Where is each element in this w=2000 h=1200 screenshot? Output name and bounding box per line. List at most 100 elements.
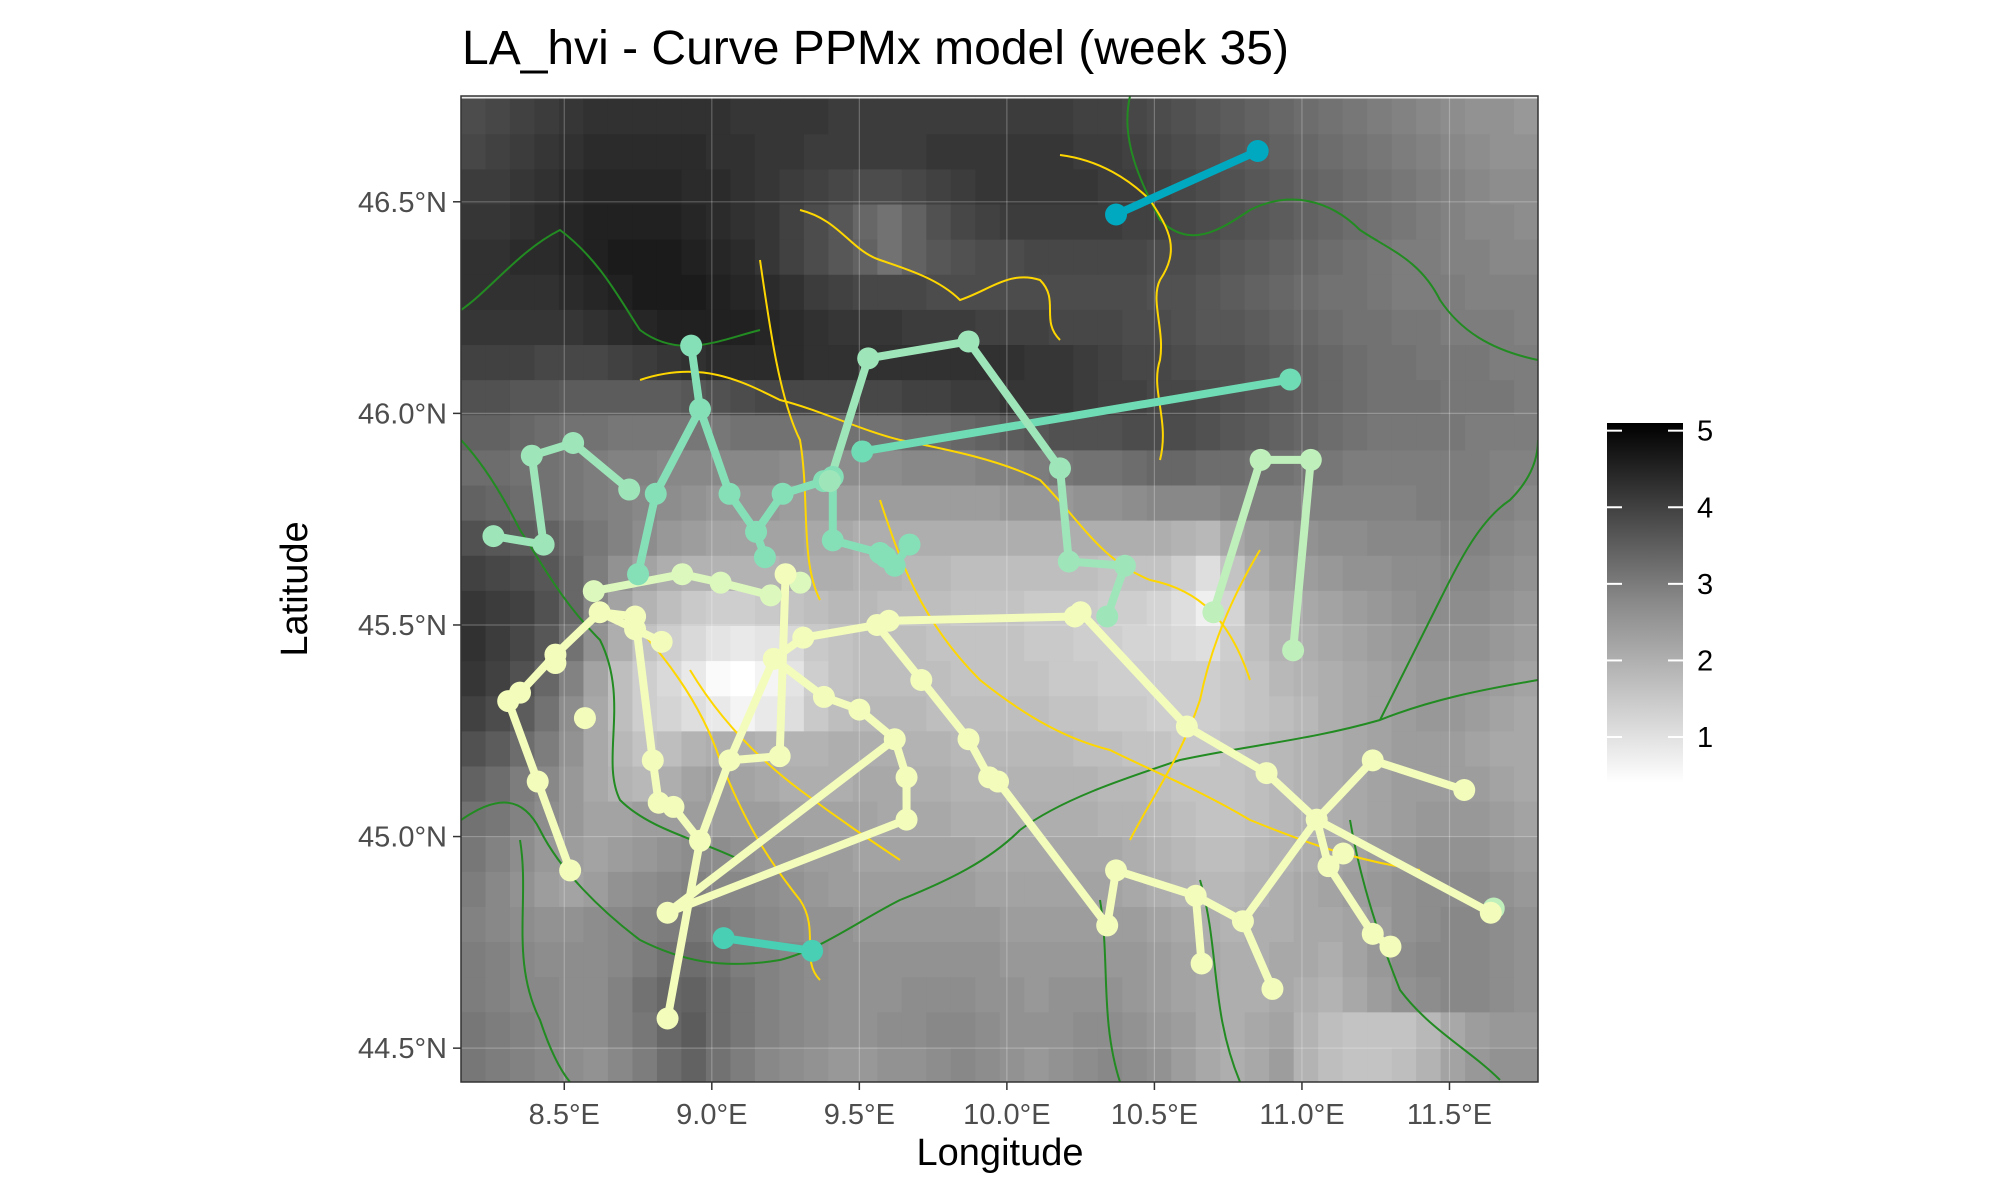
raster-cell — [485, 133, 511, 170]
raster-cell — [901, 449, 927, 486]
raster-cell — [1440, 695, 1466, 732]
raster-cell — [1342, 1011, 1368, 1048]
raster-cell — [852, 309, 878, 346]
raster-cell — [1048, 203, 1074, 240]
raster-cell — [1220, 976, 1246, 1013]
raster-cell — [1146, 836, 1172, 872]
raster-cell — [485, 590, 511, 626]
raster-cell — [461, 590, 487, 626]
raster-cell — [1146, 449, 1172, 486]
raster-cell — [1073, 660, 1099, 697]
raster-cell — [730, 1046, 756, 1082]
raster-cell — [485, 203, 511, 240]
raster-cell — [583, 274, 609, 310]
raster-cell — [534, 871, 560, 907]
raster-cell — [950, 239, 976, 275]
raster-cell — [926, 309, 952, 346]
raster-cell — [828, 98, 854, 135]
raster-cell — [926, 98, 952, 135]
raster-cell — [803, 168, 829, 205]
raster-cell — [926, 520, 952, 556]
colorbar-legend: 1 2 3 4 5 — [1607, 416, 1713, 783]
raster-cell — [877, 660, 903, 697]
raster-cell — [1465, 1011, 1491, 1048]
raster-cell — [1514, 765, 1538, 802]
raster-cell — [583, 976, 609, 1013]
raster-cell — [730, 168, 756, 205]
raster-cell — [1146, 520, 1172, 556]
raster-cell — [1269, 941, 1295, 978]
raster-cell — [509, 309, 536, 346]
colorbar-tick-label: 4 — [1697, 492, 1713, 524]
raster-cell — [681, 98, 707, 135]
cluster-8-point — [1231, 910, 1254, 933]
cluster-8-point — [1453, 779, 1476, 802]
raster-cell — [1367, 976, 1393, 1013]
raster-cell — [1342, 555, 1368, 591]
raster-cell — [1171, 555, 1197, 591]
raster-cell — [1171, 906, 1197, 943]
raster-cell — [852, 871, 878, 907]
raster-cell — [1073, 1011, 1099, 1048]
raster-cell — [632, 941, 658, 978]
raster-cell — [607, 203, 634, 240]
raster-cell — [803, 98, 829, 135]
raster-cell — [656, 836, 683, 872]
raster-cell — [754, 1011, 780, 1048]
raster-cell — [1293, 1046, 1319, 1082]
x-axis-title: Longitude — [917, 1132, 1084, 1174]
cluster-8-edge — [504, 697, 542, 786]
cluster-5-point — [1048, 457, 1071, 480]
raster-cell — [485, 906, 511, 943]
raster-cell — [877, 203, 903, 240]
raster-cell — [1440, 660, 1466, 697]
raster-cell — [730, 660, 756, 697]
raster-cell — [583, 520, 609, 556]
raster-cell — [1318, 274, 1344, 310]
region-border — [461, 439, 741, 861]
raster-cell — [1465, 449, 1491, 486]
raster-cell — [1269, 801, 1295, 837]
raster-cell — [1220, 98, 1246, 135]
raster-cell — [461, 976, 487, 1013]
gridlines — [461, 96, 1538, 1082]
cluster-8-point — [689, 829, 712, 852]
raster-cell — [656, 1046, 683, 1082]
raster-cell — [1195, 625, 1221, 662]
raster-cell — [999, 695, 1025, 732]
raster-cell — [1171, 765, 1197, 802]
raster-cell — [1367, 695, 1393, 732]
raster-cell — [558, 520, 585, 556]
raster-cell — [1416, 976, 1442, 1013]
raster-cell — [485, 765, 511, 802]
raster-cell — [607, 239, 634, 275]
raster-cell — [754, 449, 780, 486]
raster-cell — [558, 133, 585, 170]
raster-cell — [583, 168, 609, 205]
raster-cell — [1514, 1011, 1538, 1048]
raster-cell — [975, 625, 1001, 662]
raster-cell — [1293, 765, 1319, 802]
raster-cell — [534, 274, 560, 310]
raster-cell — [1342, 1046, 1368, 1082]
raster-cell — [877, 941, 903, 978]
raster-cell — [1342, 625, 1368, 662]
raster-cell — [1416, 239, 1442, 275]
raster-cell — [485, 836, 511, 872]
raster-cell — [461, 801, 487, 837]
raster-cell — [1514, 906, 1538, 943]
raster-cell — [901, 379, 927, 416]
raster-cell — [1146, 484, 1172, 521]
raster-cell — [1465, 941, 1491, 978]
raster-cell — [705, 976, 731, 1013]
raster-cell — [1048, 695, 1074, 732]
cluster-8-edge — [917, 675, 973, 744]
cluster-8-edge — [663, 735, 899, 917]
raster-cell — [1391, 555, 1417, 591]
raster-cell — [681, 239, 707, 275]
raster-cell — [1391, 1011, 1417, 1048]
cluster-8-point — [1261, 977, 1284, 1000]
x-tick-label: 9.5°E — [824, 1099, 895, 1131]
cluster-2-edge — [719, 934, 817, 955]
cluster-8-point — [883, 728, 906, 751]
